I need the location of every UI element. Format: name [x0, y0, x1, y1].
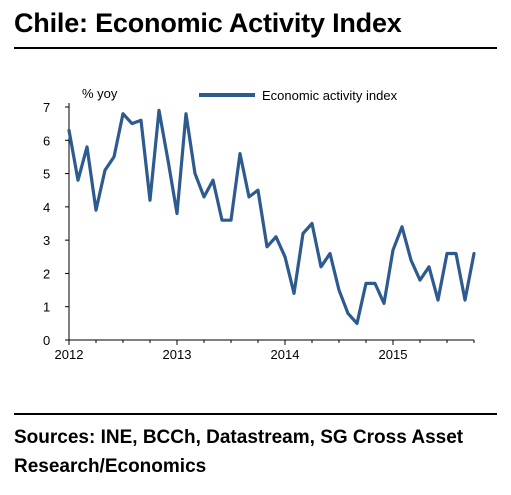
legend-label: Economic activity index	[262, 88, 398, 103]
x-tick-label: 2013	[163, 347, 192, 362]
sources-note: Sources: INE, BCCh, Datastream, SG Cross…	[14, 427, 464, 477]
y-tick-label: 5	[43, 167, 50, 182]
x-tick-label: 2015	[379, 347, 408, 362]
y-tick-label: 3	[43, 233, 50, 248]
series-line-economic-activity-index	[67, 108, 476, 325]
y-tick-label: 6	[43, 133, 50, 148]
legend: Economic activity index	[199, 88, 398, 103]
chart-title: Chile: Economic Activity Index	[14, 8, 402, 38]
line-chart: % yoy Economic activity index 0 1 2 3 4 5 6 7 20…	[43, 86, 476, 362]
footer-rule	[14, 413, 497, 415]
y-axis-unit-label: % yoy	[82, 86, 118, 101]
y-tick-label: 7	[43, 100, 50, 115]
title-rule	[14, 47, 497, 49]
y-tick-label: 2	[43, 266, 50, 281]
y-tick-label: 4	[43, 200, 50, 215]
x-tick-label: 2014	[271, 347, 300, 362]
y-tick-label: 1	[43, 300, 50, 315]
x-tick-label: 2012	[55, 347, 84, 362]
y-tick-label: 0	[43, 333, 50, 348]
